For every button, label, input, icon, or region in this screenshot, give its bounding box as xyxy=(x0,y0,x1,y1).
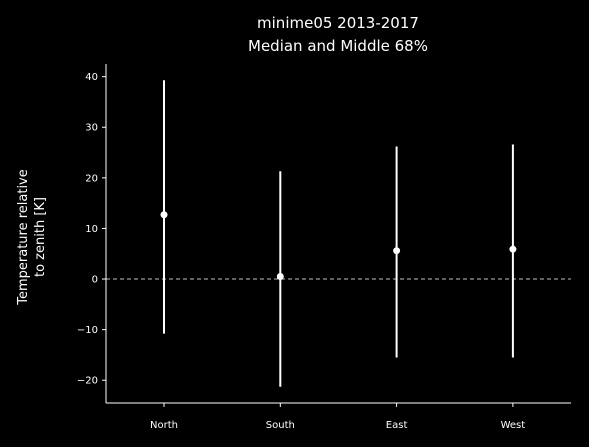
y-tick-label: 10 xyxy=(85,224,98,235)
y-tick-label: 30 xyxy=(85,123,98,134)
chart-title: minime05 2013-2017 xyxy=(257,14,419,32)
y-tick-label: −10 xyxy=(77,325,98,336)
x-ticks: North South East West xyxy=(150,403,525,431)
median-point-south xyxy=(276,273,284,281)
chart-subtitle: Median and Middle 68% xyxy=(248,37,428,55)
median-point-north xyxy=(160,211,168,219)
y-tick-label: 20 xyxy=(85,173,98,184)
x-tick-label: South xyxy=(266,420,295,431)
median-point-west xyxy=(509,245,517,253)
x-tick-label: East xyxy=(386,420,408,431)
x-tick-label: North xyxy=(150,420,178,431)
median-point-east xyxy=(393,247,401,255)
data-marks xyxy=(160,80,517,387)
y-tick-label: −20 xyxy=(77,376,98,387)
x-tick-label: West xyxy=(501,420,526,431)
y-tick-label: 0 xyxy=(92,275,98,286)
y-ticks: −20 −10 0 10 20 30 40 xyxy=(77,72,106,387)
y-axis-label-line1: Temperature relative xyxy=(16,169,31,306)
y-axis-label-line2: to zenith [K] xyxy=(33,197,48,277)
y-tick-label: 40 xyxy=(85,72,98,83)
